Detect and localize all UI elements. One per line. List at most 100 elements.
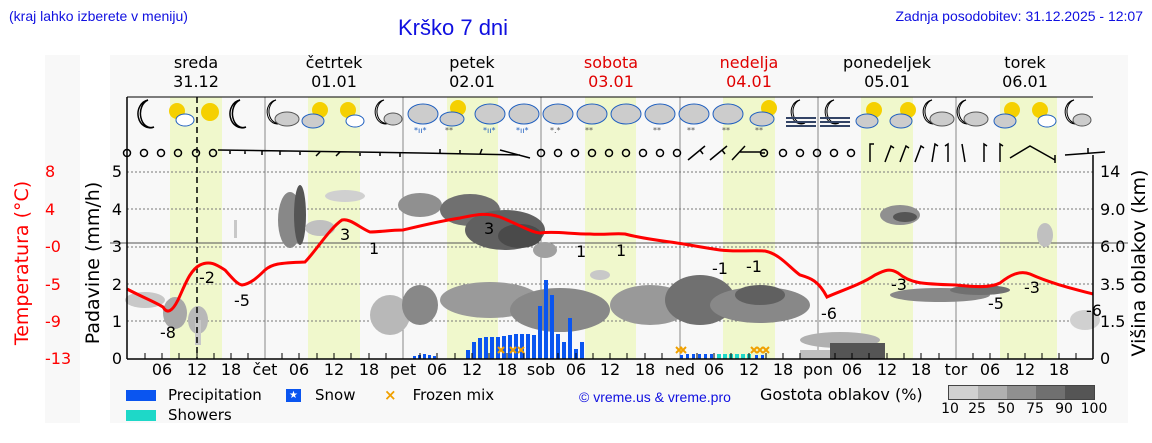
cloud-snow-icon: *ıı* (407, 103, 439, 135)
x-tick: 12 (876, 360, 898, 379)
location-hint: (kraj lahko izberete v meniju) (9, 8, 188, 24)
temp-tick: 4 (45, 200, 56, 219)
last-update: Zadnja posodobitev: 31.12.2025 - 12:07 (895, 8, 1143, 24)
svg-text:*.*: *.* (550, 126, 561, 135)
sun-cloud-snow-icon: ** (749, 100, 777, 135)
x-tick: 06 (841, 360, 863, 379)
svg-text:**: ** (687, 126, 695, 135)
x-tick: 06 (703, 360, 725, 379)
sun-cloud-icon (340, 102, 365, 128)
x-tick: 06 (565, 360, 587, 379)
moon-cloud-icon (956, 99, 989, 127)
precip-tick: 3 (111, 237, 122, 256)
day-header: torek 06.01 (1002, 53, 1048, 91)
svg-text:-3: -3 (891, 275, 907, 294)
legend-label: Precipitation (168, 386, 262, 404)
sun-cloud-icon (169, 103, 195, 127)
svg-text:1: 1 (576, 242, 586, 261)
x-tick: 12 (186, 360, 208, 379)
temp-tick: -5 (45, 275, 61, 294)
moon-cloud-icon (266, 99, 300, 127)
cloud-tick: 0 (1100, 349, 1111, 368)
svg-text:**: ** (445, 126, 453, 135)
svg-text:-3: -3 (1024, 278, 1040, 297)
cloud-snow-icon: ** (576, 103, 608, 135)
moon-cloud-icon (1064, 99, 1092, 127)
temp-tick: -0 (45, 237, 61, 256)
svg-text:**: ** (755, 126, 763, 135)
precip-tick: 1 (111, 312, 122, 331)
cloud-snow-icon: ** (678, 103, 710, 135)
cloud-density-scale (948, 385, 1095, 400)
moon-fog-icon (786, 99, 816, 127)
x-tick: 06 (426, 360, 448, 379)
temperature-line (126, 212, 1094, 313)
cloud-snow-icon: *ıı* (474, 103, 506, 135)
cloud-axis-title: Višina oblakov (km) (1128, 169, 1150, 357)
copyright-link[interactable]: © vreme.us & vreme.pro (579, 389, 731, 405)
svg-text:**: ** (653, 126, 661, 135)
svg-text:-1: -1 (712, 259, 728, 278)
svg-text:-5: -5 (234, 291, 250, 310)
legend-frozen-mix: × Frozen mix (384, 386, 494, 404)
x-tick: 18 (772, 360, 794, 379)
x-tick: 12 (461, 360, 483, 379)
cloud-density-label: Gostota oblakov (%) (760, 385, 923, 404)
x-tick: 06 (151, 360, 173, 379)
x-tick: 12 (1014, 360, 1036, 379)
svg-text:-5: -5 (988, 294, 1004, 313)
cloud-density (125, 185, 1100, 359)
weather-icons-row: *ıı* ** *ıı* *ıı* *.* ** ** ** ** ** (137, 99, 1092, 135)
showers-swatch (126, 409, 156, 421)
moon-fog-icon (820, 99, 850, 127)
legend-label: Frozen mix (412, 386, 495, 404)
x-tick: 06 (288, 360, 310, 379)
sun-cloud-icon (855, 102, 882, 129)
sun-cloud-icon (993, 102, 1020, 129)
moon-cloud-icon (922, 99, 955, 127)
cloud-tick: 14 (1100, 162, 1121, 181)
precip-swatch (126, 389, 156, 401)
day-header: petek 02.01 (449, 53, 495, 91)
svg-text:1: 1 (616, 241, 626, 260)
sun-cloud-snow-icon: ** (439, 100, 466, 135)
temp-tick: -13 (45, 349, 72, 368)
temp-tick: 8 (45, 162, 56, 181)
svg-text:*ıı*: *ıı* (516, 126, 528, 135)
cloud-tick: 3.5 (1100, 275, 1126, 294)
cloud-snow-icon: *.* (542, 103, 574, 135)
x-tick: 18 (496, 360, 518, 379)
precip-tick: 0 (111, 349, 122, 368)
temp-axis-title: Temperatura (°C) (11, 180, 33, 346)
snow-star-icon: ★ (286, 388, 301, 402)
x-tick: pon (802, 360, 834, 379)
svg-text:-1: -1 (746, 257, 762, 276)
cloud-tick: 6.0 (1100, 237, 1126, 256)
cloud-snow-icon: *ıı* (508, 103, 540, 135)
precip-tick: 4 (111, 200, 122, 219)
x-tick: 18 (910, 360, 932, 379)
svg-text:-2: -2 (199, 268, 215, 287)
svg-text:**: ** (585, 126, 593, 135)
legend-snow: ★ Snow (286, 386, 355, 404)
x-tick: 12 (323, 360, 345, 379)
svg-text:3: 3 (340, 225, 350, 244)
temp-labels: -8-2-5 31 31 1 -1 -1 -6-3-5-3-6 (160, 219, 1102, 342)
svg-text:-6: -6 (1086, 301, 1102, 320)
moon-cloud-icon (374, 99, 403, 126)
legend-precipitation: Precipitation (126, 386, 262, 404)
precip-axis-title: Padavine (mm/h) (82, 181, 104, 345)
x-tick: 06 (979, 360, 1001, 379)
x-tick: pet (389, 360, 417, 379)
temp-tick: -9 (45, 312, 61, 331)
x-tick: 12 (599, 360, 621, 379)
wind-row (122, 142, 1106, 163)
sun-cloud-icon (889, 102, 916, 129)
x-tick: ned (664, 360, 696, 379)
day-header: ponedeljek 05.01 (843, 53, 931, 91)
x-tick: 12 (738, 360, 760, 379)
svg-text:*ıı*: *ıı* (414, 126, 426, 135)
frozen-x-icon: × (384, 386, 397, 404)
sun-icon (201, 103, 219, 121)
moon-icon (229, 99, 247, 129)
